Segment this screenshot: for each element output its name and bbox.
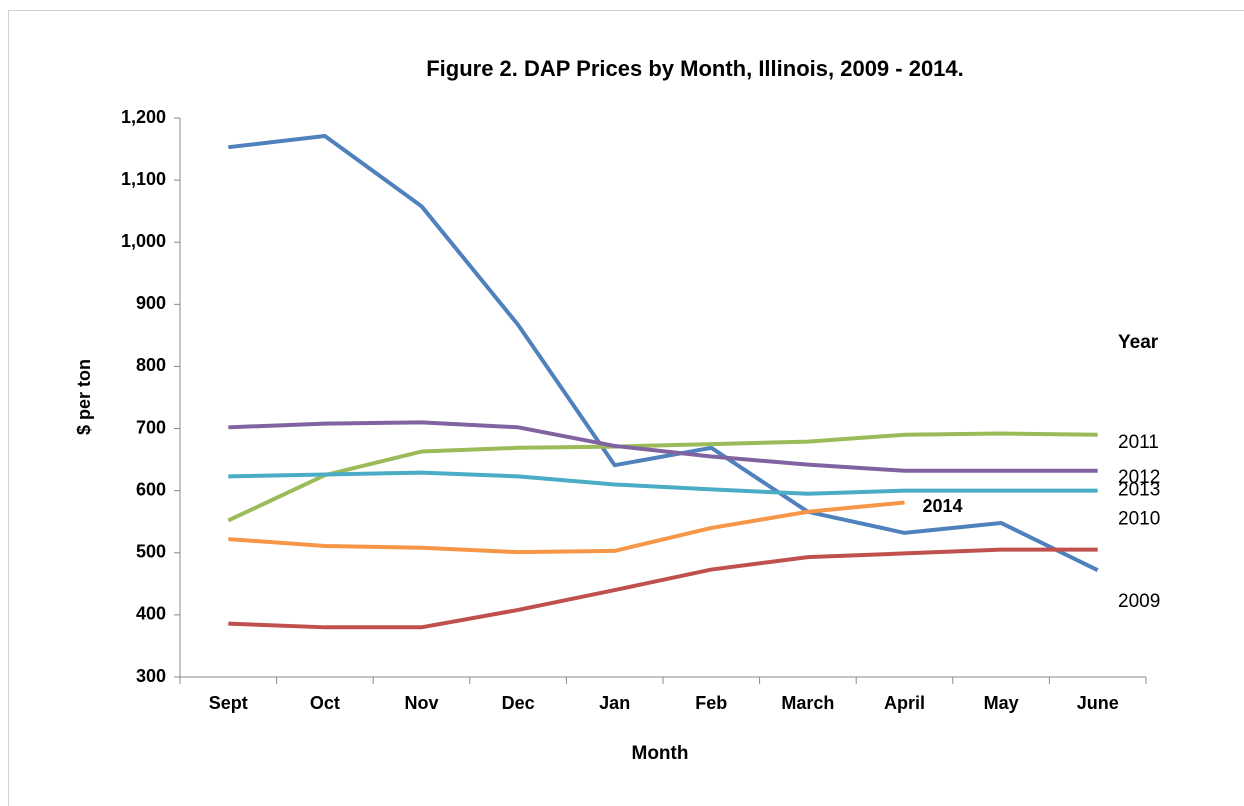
series-label: 2013 — [1118, 480, 1160, 501]
x-tick-label: April — [884, 693, 925, 713]
x-tick-label: Feb — [695, 693, 727, 713]
x-axis-title: Month — [632, 743, 689, 764]
y-tick-label: 900 — [136, 293, 166, 313]
y-tick-label: 600 — [136, 479, 166, 499]
series-label: 2009 — [1118, 591, 1160, 612]
x-tick-label: May — [984, 693, 1019, 713]
y-tick-label: 400 — [136, 604, 166, 624]
y-tick-label: 800 — [136, 355, 166, 375]
y-axis-title: $ per ton — [74, 359, 94, 435]
chart-title: Figure 2. DAP Prices by Month, Illinois,… — [426, 56, 964, 81]
x-tick-label: Jan — [599, 693, 630, 713]
series-label: 2012 — [1118, 467, 1160, 488]
series-line — [228, 134, 1099, 572]
series-line — [228, 420, 1098, 473]
y-tick-label: 500 — [136, 542, 166, 562]
series-label: 2011 — [1118, 432, 1159, 453]
x-tick-label: Dec — [502, 693, 535, 713]
x-tick-label: June — [1077, 693, 1119, 713]
frame — [8, 10, 1244, 806]
x-tick-label: Sept — [209, 693, 248, 713]
x-tick-label: March — [781, 693, 834, 713]
series-line — [228, 500, 905, 555]
y-tick-label: 700 — [136, 417, 166, 437]
series-line — [228, 470, 1098, 496]
y-tick-label: 1,100 — [121, 169, 166, 189]
y-tick-label: 1,000 — [121, 231, 166, 251]
series-label: 2010 — [1118, 509, 1160, 530]
x-tick-label: Nov — [404, 693, 438, 713]
series-line — [228, 547, 1098, 630]
y-tick-label: 300 — [136, 666, 166, 686]
series-line — [227, 431, 1098, 523]
x-tick-label: Oct — [310, 693, 340, 713]
legend-title: Year — [1118, 332, 1159, 353]
series-label: 2014 — [923, 496, 963, 516]
y-tick-label: 1,200 — [121, 107, 166, 127]
